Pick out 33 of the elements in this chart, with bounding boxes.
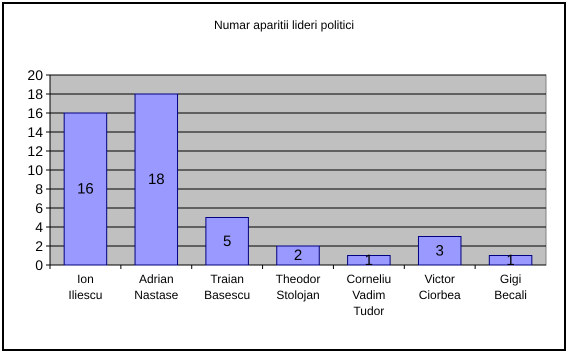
- y-tick-label: 10: [27, 162, 44, 178]
- data-label: 2: [294, 247, 302, 264]
- y-tick-label: 6: [35, 200, 44, 216]
- y-tick-label: 2: [35, 238, 44, 254]
- bar: [418, 236, 462, 266]
- x-tick-label: Traian Basescu: [204, 272, 250, 302]
- data-label: 1: [506, 252, 515, 269]
- y-tick-label: 18: [27, 86, 44, 102]
- data-label: 5: [222, 232, 232, 250]
- y-tick-label: 14: [27, 124, 44, 140]
- y-tick-label: 12: [27, 143, 44, 159]
- y-tick-label: 0: [35, 257, 44, 273]
- y-tick-label: 20: [27, 67, 44, 83]
- x-tick-label: Adrian Nastase: [134, 272, 179, 302]
- data-label: 3: [436, 242, 444, 260]
- bar: [205, 217, 249, 266]
- bar: [488, 255, 532, 266]
- bar: [347, 255, 391, 266]
- data-label: 16: [77, 180, 94, 198]
- chart-title: Numar aparitii lideri politici: [214, 18, 354, 32]
- y-tick-label: 16: [27, 105, 44, 121]
- x-tick-label: Corneliu Vadim Tudor: [346, 272, 392, 318]
- data-label: 1: [364, 252, 374, 269]
- data-label: 18: [148, 171, 165, 188]
- x-tick-label: Gigi Becali: [494, 272, 527, 302]
- x-tick-label: Victor Ciorbea: [418, 272, 462, 302]
- x-tick-label: Theodor Stolojan: [276, 272, 320, 302]
- y-tick-label: 4: [35, 219, 44, 235]
- y-tick-label: 8: [35, 181, 44, 197]
- bar: [134, 94, 178, 266]
- bar: [64, 112, 108, 266]
- bar: [276, 246, 320, 266]
- x-tick-label: Ion Iliescu: [68, 272, 102, 302]
